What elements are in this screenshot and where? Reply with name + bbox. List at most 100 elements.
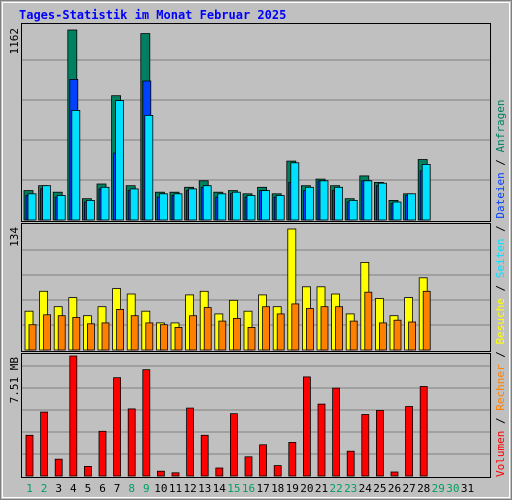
- bar-volumen: [288, 441, 297, 477]
- bar-volumen: [25, 434, 34, 477]
- legend-separator: /: [494, 278, 507, 298]
- x-tick-label: 11: [169, 482, 182, 495]
- bar-volumen: [244, 456, 253, 477]
- x-tick-label: 3: [55, 482, 62, 495]
- bar-rechner: [87, 323, 95, 351]
- x-tick-label: 26: [388, 482, 401, 495]
- bar-rechner: [145, 322, 154, 351]
- bar-rechner: [174, 326, 183, 351]
- bar-rechner: [291, 303, 300, 351]
- x-tick-label: 9: [143, 482, 150, 495]
- bar-volumen: [419, 386, 428, 477]
- bar-seiten: [421, 163, 431, 221]
- legend-separator: /: [494, 152, 507, 172]
- bar-volumen: [127, 408, 136, 477]
- x-tick-label: 8: [128, 482, 135, 495]
- bars: [23, 29, 431, 477]
- bar-volumen: [69, 355, 78, 477]
- bar-rechner: [393, 319, 402, 351]
- bar-rechner: [130, 315, 139, 351]
- bar-volumen: [361, 414, 370, 477]
- bar-seiten: [392, 201, 402, 221]
- legend-item: Anfragen: [494, 99, 507, 152]
- y-tick-visits: 134: [8, 227, 21, 247]
- bar-seiten: [290, 162, 300, 221]
- bar-rechner: [349, 320, 358, 351]
- bar-rechner: [320, 306, 329, 351]
- bar-rechner: [262, 306, 271, 351]
- x-tick-label: 15: [227, 482, 240, 495]
- bar-seiten: [363, 180, 373, 221]
- bar-rechner: [72, 317, 81, 351]
- bar-rechner: [116, 308, 124, 351]
- bar-rechner: [422, 290, 431, 351]
- bar-volumen: [273, 465, 282, 477]
- bar-seiten: [188, 188, 198, 221]
- x-tick-label: 31: [461, 482, 474, 495]
- bar-volumen: [317, 403, 326, 477]
- bar-volumen: [171, 472, 180, 477]
- legend: Volumen / Rechner / Besuche / Seiten / D…: [494, 99, 507, 477]
- bar-seiten: [173, 193, 183, 221]
- bar-volumen: [142, 369, 151, 477]
- bar-rechner: [364, 291, 373, 351]
- x-tick-label: 10: [154, 482, 167, 495]
- bar-seiten: [71, 110, 81, 221]
- bar-volumen: [259, 444, 268, 477]
- bar-rechner: [408, 321, 417, 351]
- bar-rechner: [247, 326, 256, 351]
- bar-seiten: [144, 115, 154, 221]
- bar-rechner: [159, 324, 168, 351]
- bar-seiten: [129, 188, 139, 221]
- bar-volumen: [54, 458, 63, 477]
- bar-volumen: [40, 411, 48, 477]
- bar-rechner: [335, 306, 344, 351]
- x-tick-label: 22: [329, 482, 342, 495]
- bar-volumen: [215, 467, 224, 477]
- x-tick-label: 30: [446, 482, 459, 495]
- bar-volumen: [84, 465, 92, 477]
- bar-seiten: [158, 193, 168, 221]
- legend-item: Dateien: [494, 172, 507, 218]
- bar-volumen: [302, 376, 311, 477]
- legend-item: Seiten: [494, 239, 507, 279]
- bar-seiten: [231, 191, 241, 221]
- bar-rechner: [232, 317, 241, 351]
- x-tick-label: 24: [359, 482, 373, 495]
- legend-separator: /: [494, 411, 507, 431]
- x-tick-label: 21: [315, 482, 328, 495]
- bar-volumen: [346, 450, 355, 477]
- x-tick-label: 28: [417, 482, 430, 495]
- x-tick-label: 18: [271, 482, 284, 495]
- legend-separator: /: [494, 345, 507, 365]
- x-tick-label: 2: [41, 482, 48, 495]
- bar-seiten: [334, 186, 344, 221]
- legend-item: Volumen: [494, 431, 507, 477]
- y-tick-volume: 7.51 MB: [8, 357, 21, 404]
- bar-rechner: [28, 324, 37, 351]
- bar-seiten: [42, 185, 51, 221]
- bar-volumen: [390, 471, 399, 477]
- bar-seiten: [407, 193, 417, 221]
- legend-separator: /: [494, 219, 507, 239]
- bar-volumen: [113, 377, 121, 477]
- x-tick-label: 1: [26, 482, 33, 495]
- bar-seiten: [348, 199, 358, 221]
- bar-volumen: [405, 406, 414, 477]
- bar-rechner: [276, 313, 285, 351]
- bar-seiten: [100, 186, 110, 221]
- x-tick-label: 25: [373, 482, 386, 495]
- bar-rechner: [305, 308, 314, 351]
- x-tick-label: 12: [183, 482, 196, 495]
- bar-volumen: [332, 387, 341, 477]
- bar-seiten: [202, 185, 212, 221]
- bar-seiten: [304, 186, 314, 221]
- x-tick-label: 14: [213, 482, 227, 495]
- x-tick-label: 27: [402, 482, 415, 495]
- x-tick-label: 13: [198, 482, 211, 495]
- legend-item: Rechner: [494, 364, 507, 411]
- legend-item: Besuche: [494, 298, 507, 344]
- bar-rechner: [378, 322, 387, 351]
